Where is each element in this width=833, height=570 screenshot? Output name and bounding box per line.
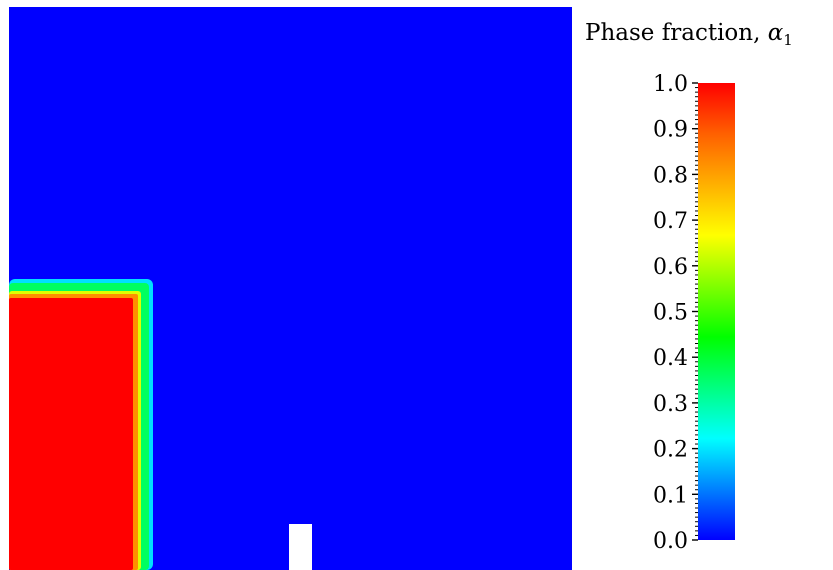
colorbar-tick-label: 0.3 (653, 392, 688, 417)
liquid-column-region (9, 298, 133, 570)
colorbar-tick-label: 0.9 (653, 118, 688, 143)
colorbar-title: Phase fraction, α1 (585, 20, 793, 49)
colorbar-tick-label: 0.2 (653, 438, 688, 463)
colorbar-tick-label: 0.7 (653, 209, 688, 234)
colorbar-tick-label: 0.5 (653, 301, 688, 326)
colorbar-tick-label: 0.0 (653, 529, 688, 554)
colorbar: 0.0 0.1 0.2 0.3 0.4 0.5 0.6 0.7 0.8 0.9 1.0 (653, 72, 735, 554)
colorbar-title-text: Phase fraction, (585, 20, 761, 46)
colorbar-tick-label: 1.0 (653, 72, 688, 97)
colorbar-tick-label: 0.8 (653, 163, 688, 188)
colorbar-gradient (698, 83, 735, 540)
colorbar-tick-labels: 0.0 0.1 0.2 0.3 0.4 0.5 0.6 0.7 0.8 0.9 1.0 (653, 72, 698, 554)
alpha-subscript: 1 (783, 31, 793, 49)
colorbar-tick-label: 0.1 (653, 483, 688, 508)
phase-fraction-field (9, 7, 572, 570)
colorbar-tick-label: 0.4 (653, 346, 688, 371)
colorbar-tick-label: 0.6 (653, 255, 688, 280)
obstacle (289, 524, 312, 570)
alpha-symbol: α (767, 20, 784, 46)
